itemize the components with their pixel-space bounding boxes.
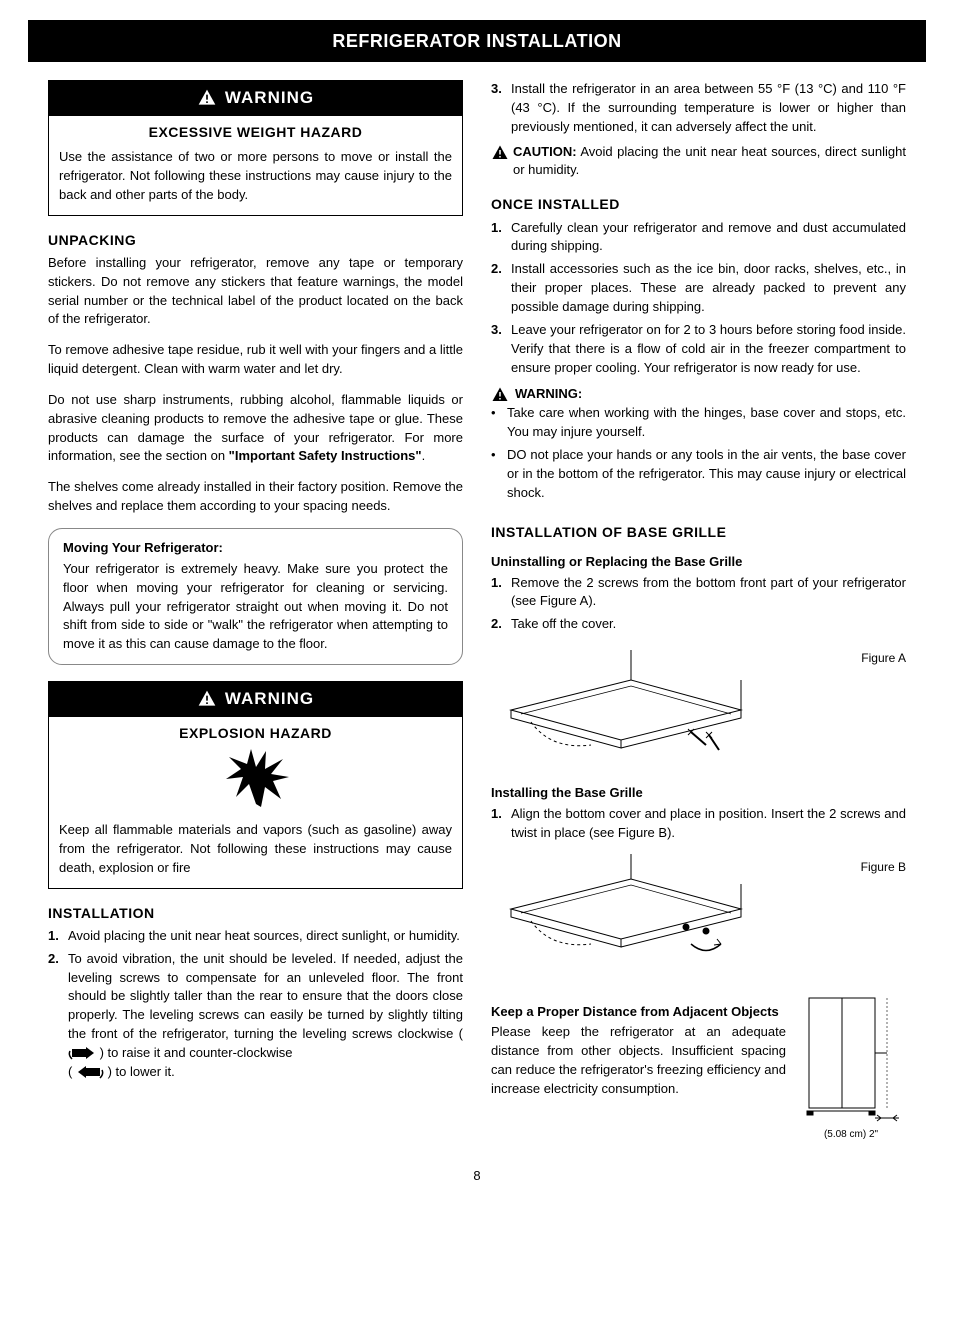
distance-section: Keep a Proper Distance from Adjacent Obj… — [491, 993, 906, 1143]
warning-head: WARNING — [49, 81, 462, 116]
distance-title: Keep a Proper Distance from Adjacent Obj… — [491, 1003, 786, 1022]
section-title-grille: INSTALLATION OF BASE GRILLE — [491, 522, 906, 542]
warning-head-explosion: WARNING — [49, 682, 462, 717]
warning-box-explosion: WARNING EXPLOSION HAZARD Keep all flamma… — [48, 681, 463, 888]
page-header-title: REFRIGERATOR INSTALLATION — [332, 31, 621, 51]
uninstall-title: Uninstalling or Replacing the Base Grill… — [491, 553, 906, 572]
installation-item-1-text: Avoid placing the unit near heat sources… — [68, 927, 460, 946]
alert-triangle-icon — [197, 689, 217, 709]
installation-item-2: 2. To avoid vibration, the unit should b… — [48, 950, 463, 1082]
installation-item-1: 1.Avoid placing the unit near heat sourc… — [48, 927, 463, 946]
distance-text: Keep a Proper Distance from Adjacent Obj… — [491, 993, 786, 1099]
uninstall-item-1: 1.Remove the 2 screws from the bottom fr… — [491, 574, 906, 612]
screw-cw-icon — [68, 1046, 96, 1060]
install-item-1-text: Align the bottom cover and place in posi… — [511, 805, 906, 843]
warning-bullet-1-text: Take care when working with the hinges, … — [507, 404, 906, 442]
unpacking-p1: Before installing your refrigerator, rem… — [48, 254, 463, 329]
warning-subtitle-exp: EXPLOSION HAZARD — [49, 717, 462, 745]
figure-a-label: Figure A — [861, 650, 906, 667]
warning-head-label-exp: WARNING — [225, 687, 314, 712]
section-title-installation: INSTALLATION — [48, 903, 463, 923]
moving-tip-title: Moving Your Refrigerator: — [63, 539, 448, 558]
distance-figure: (5.08 cm) 2" — [796, 993, 906, 1143]
installation-list: 1.Avoid placing the unit near heat sourc… — [48, 927, 463, 1082]
installation-list-cont: 3.Install the refrigerator in an area be… — [491, 80, 906, 137]
two-column-layout: WARNING EXCESSIVE WEIGHT HAZARD Use the … — [48, 80, 906, 1143]
figure-b-wrap: Figure B — [491, 849, 906, 979]
warning-bullet-1: Take care when working with the hinges, … — [491, 404, 906, 442]
section-title-unpacking: UNPACKING — [48, 230, 463, 250]
warning-subtitle: EXCESSIVE WEIGHT HAZARD — [49, 116, 462, 144]
once-installed-list: 1.Carefully clean your refrigerator and … — [491, 219, 906, 378]
once-item-3-text: Leave your refrigerator on for 2 to 3 ho… — [511, 321, 906, 378]
distance-illustration — [801, 993, 901, 1123]
figure-b-illustration — [491, 849, 771, 969]
alert-triangle-icon — [197, 88, 217, 108]
distance-body: Please keep the refrigerator at an adequ… — [491, 1023, 786, 1098]
caution-label: CAUTION: — [513, 144, 577, 159]
warning-bullet-2-text: DO not place your hands or any tools in … — [507, 446, 906, 503]
warning-inline-bullets: Take care when working with the hinges, … — [491, 404, 906, 502]
warning-inline-head: WARNING: — [491, 385, 906, 404]
moving-tip-box: Moving Your Refrigerator: Your refrigera… — [48, 528, 463, 665]
warning-box-weight: WARNING EXCESSIVE WEIGHT HAZARD Use the … — [48, 80, 463, 215]
warning-body-exp: Keep all flammable materials and vapors … — [49, 817, 462, 888]
install-list: 1.Align the bottom cover and place in po… — [491, 805, 906, 843]
installation-item-3: 3.Install the refrigerator in an area be… — [491, 80, 906, 137]
alert-triangle-icon — [491, 386, 509, 404]
unpacking-p3c: . — [422, 448, 426, 463]
right-column: 3.Install the refrigerator in an area be… — [491, 80, 906, 1143]
uninstall-item-2-text: Take off the cover. — [511, 615, 616, 634]
page-number: 8 — [48, 1167, 906, 1186]
screw-ccw-icon — [76, 1065, 104, 1079]
once-item-2-text: Install accessories such as the ice bin,… — [511, 260, 906, 317]
distance-dim-label: (5.08 cm) 2" — [796, 1128, 906, 1143]
figure-a-wrap: Figure A — [491, 640, 906, 770]
section-title-once: ONCE INSTALLED — [491, 194, 906, 214]
unpacking-p3b: "Important Safety Instructions" — [229, 448, 422, 463]
install-item-1: 1.Align the bottom cover and place in po… — [491, 805, 906, 843]
unpacking-p2: To remove adhesive tape residue, rub it … — [48, 341, 463, 379]
once-item-2: 2.Install accessories such as the ice bi… — [491, 260, 906, 317]
uninstall-item-1-text: Remove the 2 screws from the bottom fron… — [511, 574, 906, 612]
warning-inline-label: WARNING: — [515, 385, 582, 404]
installation-item-2-text: To avoid vibration, the unit should be l… — [68, 950, 463, 1082]
warning-head-label: WARNING — [225, 86, 314, 111]
once-item-1: 1.Carefully clean your refrigerator and … — [491, 219, 906, 257]
caution-line: CAUTION: Avoid placing the unit near hea… — [491, 143, 906, 181]
alert-triangle-icon — [491, 144, 509, 162]
uninstall-item-2: 2.Take off the cover. — [491, 615, 906, 634]
unpacking-p3: Do not use sharp instruments, rubbing al… — [48, 391, 463, 466]
install-title: Installing the Base Grille — [491, 784, 906, 803]
uninstall-list: 1.Remove the 2 screws from the bottom fr… — [491, 574, 906, 635]
figure-a-illustration — [491, 640, 771, 760]
explosion-icon — [221, 749, 291, 809]
installation-item-3-text: Install the refrigerator in an area betw… — [511, 80, 906, 137]
moving-tip-body: Your refrigerator is extremely heavy. Ma… — [63, 560, 448, 654]
warning-bullet-2: DO not place your hands or any tools in … — [491, 446, 906, 503]
once-item-3: 3.Leave your refrigerator on for 2 to 3 … — [491, 321, 906, 378]
left-column: WARNING EXCESSIVE WEIGHT HAZARD Use the … — [48, 80, 463, 1143]
unpacking-p4: The shelves come already installed in th… — [48, 478, 463, 516]
warning-body: Use the assistance of two or more person… — [49, 144, 462, 215]
once-item-1-text: Carefully clean your refrigerator and re… — [511, 219, 906, 257]
page-header-band: REFRIGERATOR INSTALLATION — [28, 20, 926, 62]
figure-b-label: Figure B — [861, 859, 906, 876]
